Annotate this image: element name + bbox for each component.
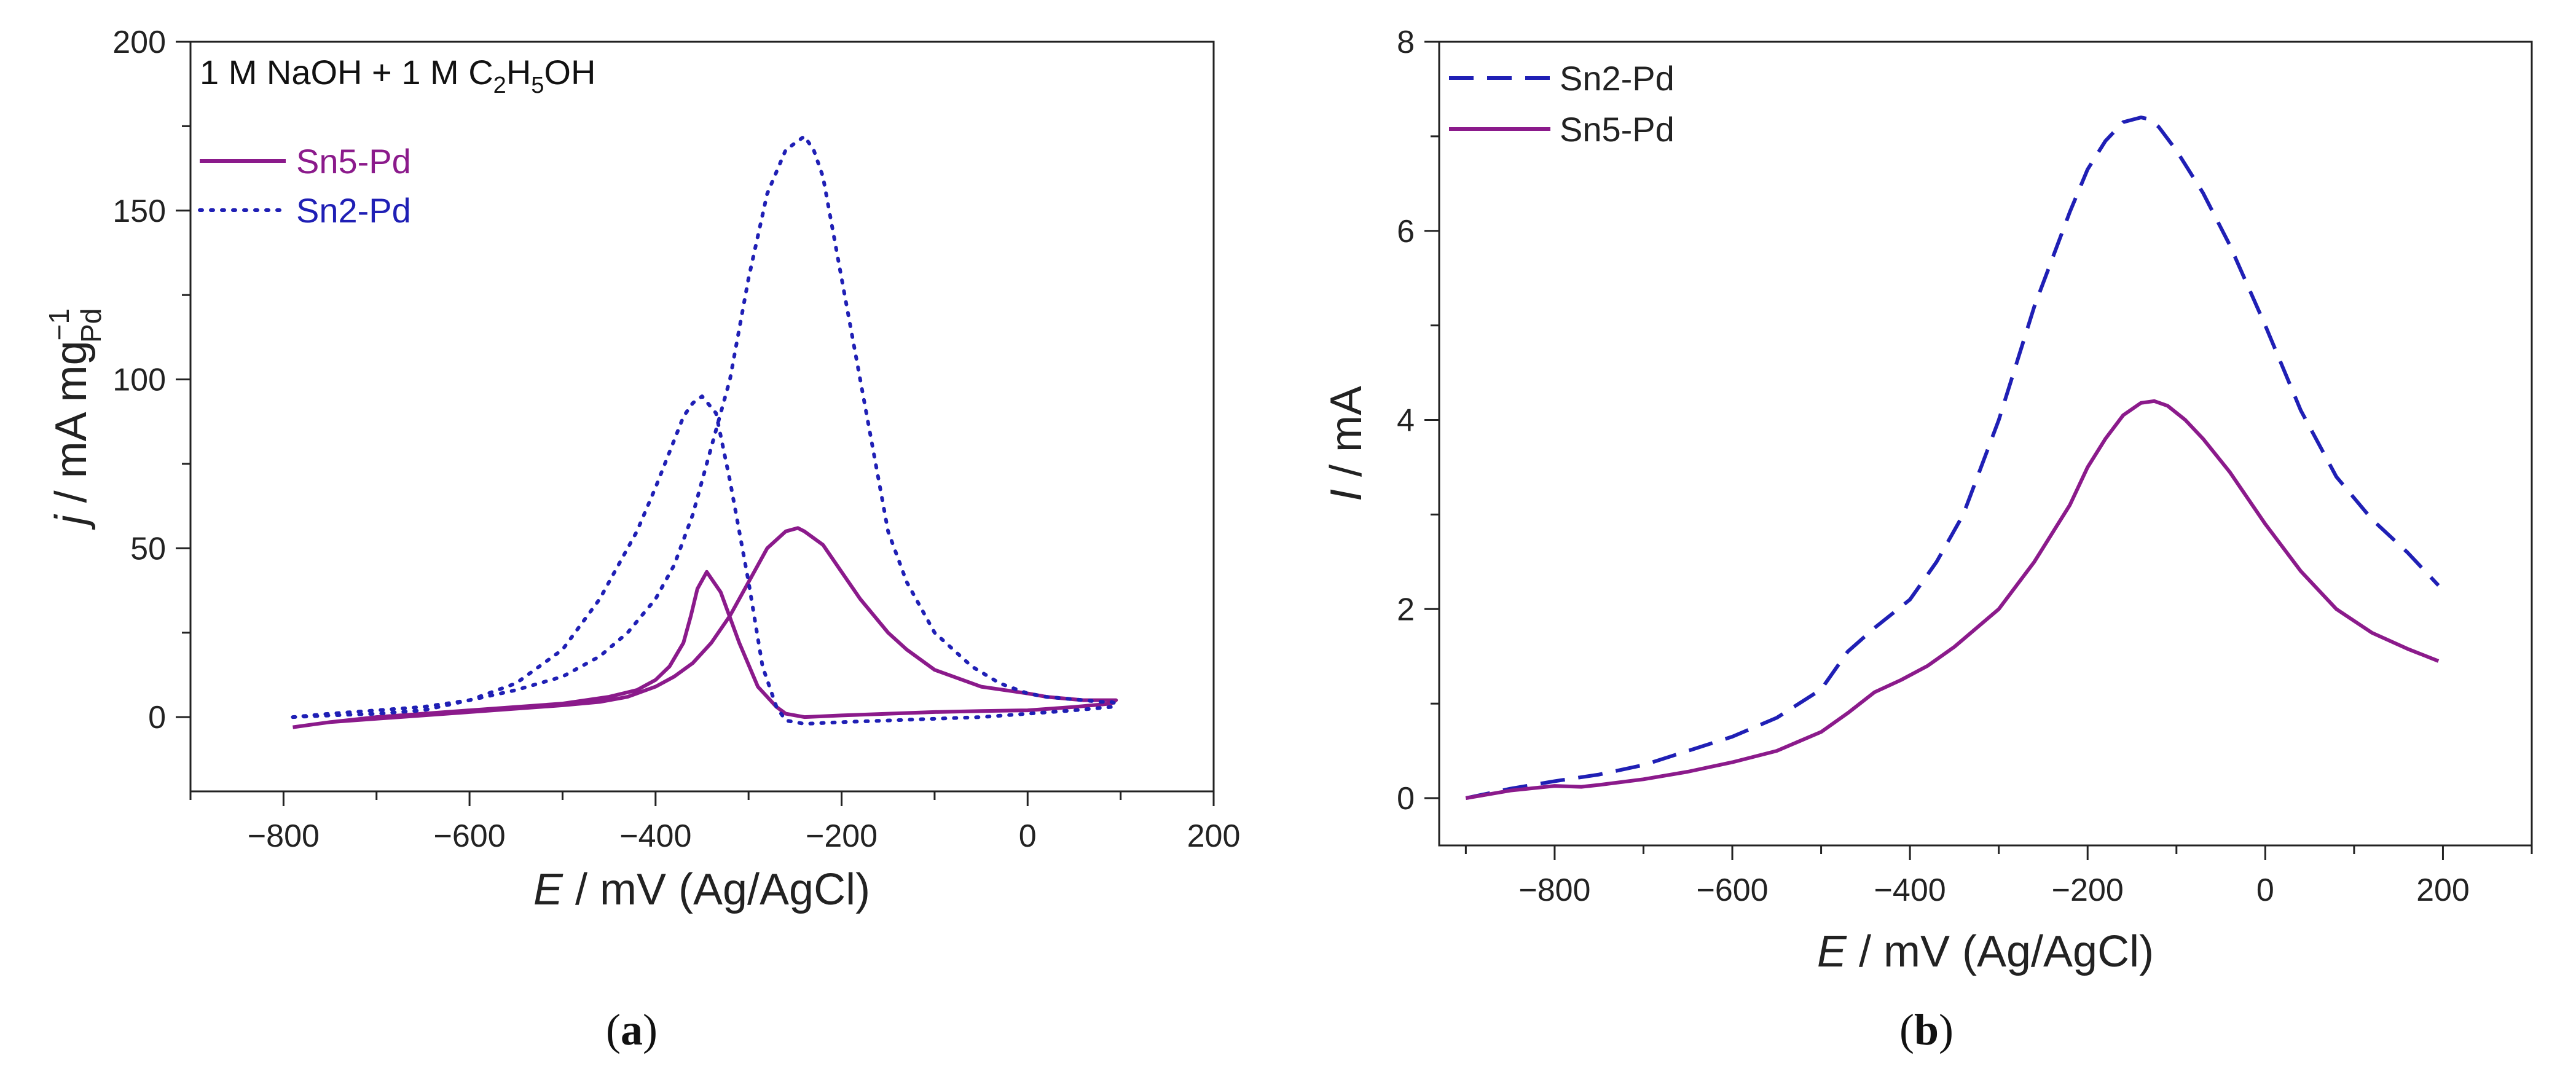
x-axis-title-a: E / mV (Ag/AgCl) — [533, 865, 870, 914]
y-tick-label-a: 200 — [112, 25, 166, 60]
y-tick-label-a: 150 — [112, 194, 166, 229]
y-tick-label-b: 4 — [1397, 403, 1415, 439]
y-tick-label-b: 6 — [1397, 214, 1415, 249]
caption-open-a: ( — [606, 1005, 621, 1054]
legend-a: Sn5-Pd Sn2-Pd — [198, 142, 411, 230]
y-axis-title-rest-a: / mA mg — [47, 340, 96, 515]
series-line-sn2-pd-a — [291, 134, 1118, 726]
y-tick-label-b: 2 — [1397, 592, 1415, 627]
x-axis-title-rest-a: / mV (Ag/AgCl) — [563, 865, 870, 914]
x-tick-label-a: −800 — [248, 818, 320, 854]
series-group-b — [1465, 116, 2440, 801]
caption-close-a: ) — [643, 1005, 658, 1054]
series-line-sn5-pd-b — [1465, 399, 2440, 801]
legend-label-sn2-a: Sn2-Pd — [296, 191, 411, 230]
y-axis-title-sub-a: Pd — [75, 308, 107, 343]
x-tick-label-a: 200 — [1187, 818, 1241, 854]
x-tick-label-a: −200 — [806, 818, 878, 854]
y-axis-title-sup-a: −1 — [43, 308, 75, 340]
x-tick-label-b: −400 — [1874, 872, 1946, 908]
annotation-electrolyte: 1 M NaOH + 1 M C2H5OH — [200, 53, 595, 98]
caption-a: (a) — [606, 1005, 658, 1054]
y-tick-label-a: 100 — [112, 363, 166, 398]
annotation-part-sub: 2 — [493, 73, 506, 98]
caption-letter-b: b — [1914, 1005, 1939, 1054]
legend-label-sn5-a: Sn5-Pd — [296, 142, 411, 181]
series-line-sn5-pd-a — [293, 526, 1118, 729]
y-axis-title-italic-a: j — [47, 514, 96, 530]
y-tick-label-b: 8 — [1397, 25, 1415, 60]
annotation-part: H — [506, 53, 531, 92]
chart-panel-a: −800 −600 −400 −200 0 200 0 50 100 150 200 1 M NaO… — [43, 25, 1240, 1054]
legend-label-sn5-b: Sn5-Pd — [1560, 110, 1675, 149]
axis-ticks-b: −800 −600 −400 −200 0 200 0 2 4 6 8 — [1397, 25, 2533, 908]
y-axis-title-b: I / mA — [1322, 386, 1371, 501]
x-tick-label-b: −800 — [1518, 872, 1590, 908]
y-axis-title-rest-b: / mA — [1322, 386, 1371, 489]
x-tick-label-b: 0 — [2256, 872, 2274, 908]
series-group-a — [291, 134, 1118, 729]
x-tick-label-a: −600 — [434, 818, 506, 854]
y-tick-label-a: 50 — [130, 531, 166, 566]
caption-letter-a: a — [621, 1005, 643, 1054]
x-axis-title-italic-b: E — [1817, 927, 1847, 976]
axis-ticks-a: −800 −600 −400 −200 0 200 0 50 100 150 200 — [112, 25, 1240, 854]
x-axis-title-italic-a: E — [533, 865, 564, 914]
series-line-sn2-pd-b — [1465, 116, 2440, 801]
x-tick-label-b: −600 — [1696, 872, 1768, 908]
x-axis-title-rest-b: / mV (Ag/AgCl) — [1847, 927, 2154, 976]
caption-open-b: ( — [1899, 1005, 1914, 1054]
annotation-part-sub: 5 — [531, 73, 544, 98]
x-tick-label-a: 0 — [1019, 818, 1037, 854]
annotation-part: OH — [544, 53, 595, 92]
x-tick-label-b: 200 — [2416, 872, 2470, 908]
legend-label-sn2-b: Sn2-Pd — [1560, 59, 1675, 98]
plot-frame-a — [189, 41, 1215, 793]
caption-close-b: ) — [1939, 1005, 1954, 1054]
x-tick-label-a: −400 — [619, 818, 691, 854]
y-axis-title-italic-b: I — [1322, 489, 1371, 501]
legend-b: Sn2-Pd Sn5-Pd — [1449, 59, 1675, 149]
y-tick-label-a: 0 — [148, 700, 166, 735]
y-axis-title-a: j / mA mg−1Pd — [43, 308, 107, 531]
x-tick-label-b: −200 — [2052, 872, 2124, 908]
y-tick-label-b: 0 — [1397, 781, 1415, 817]
annotation-part: 1 M NaOH + 1 M C — [200, 53, 493, 92]
x-axis-title-b: E / mV (Ag/AgCl) — [1817, 927, 2154, 976]
plot-frame-b — [1438, 41, 2533, 847]
caption-b: (b) — [1899, 1005, 1954, 1054]
